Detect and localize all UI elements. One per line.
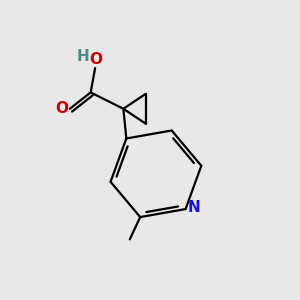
Text: O: O xyxy=(89,52,103,67)
Text: O: O xyxy=(55,101,68,116)
Text: H: H xyxy=(76,49,89,64)
Text: N: N xyxy=(188,200,200,215)
